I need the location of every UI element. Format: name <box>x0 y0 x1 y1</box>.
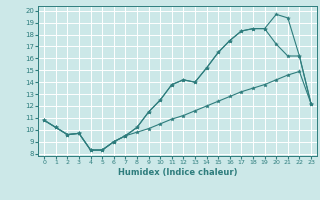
X-axis label: Humidex (Indice chaleur): Humidex (Indice chaleur) <box>118 168 237 177</box>
